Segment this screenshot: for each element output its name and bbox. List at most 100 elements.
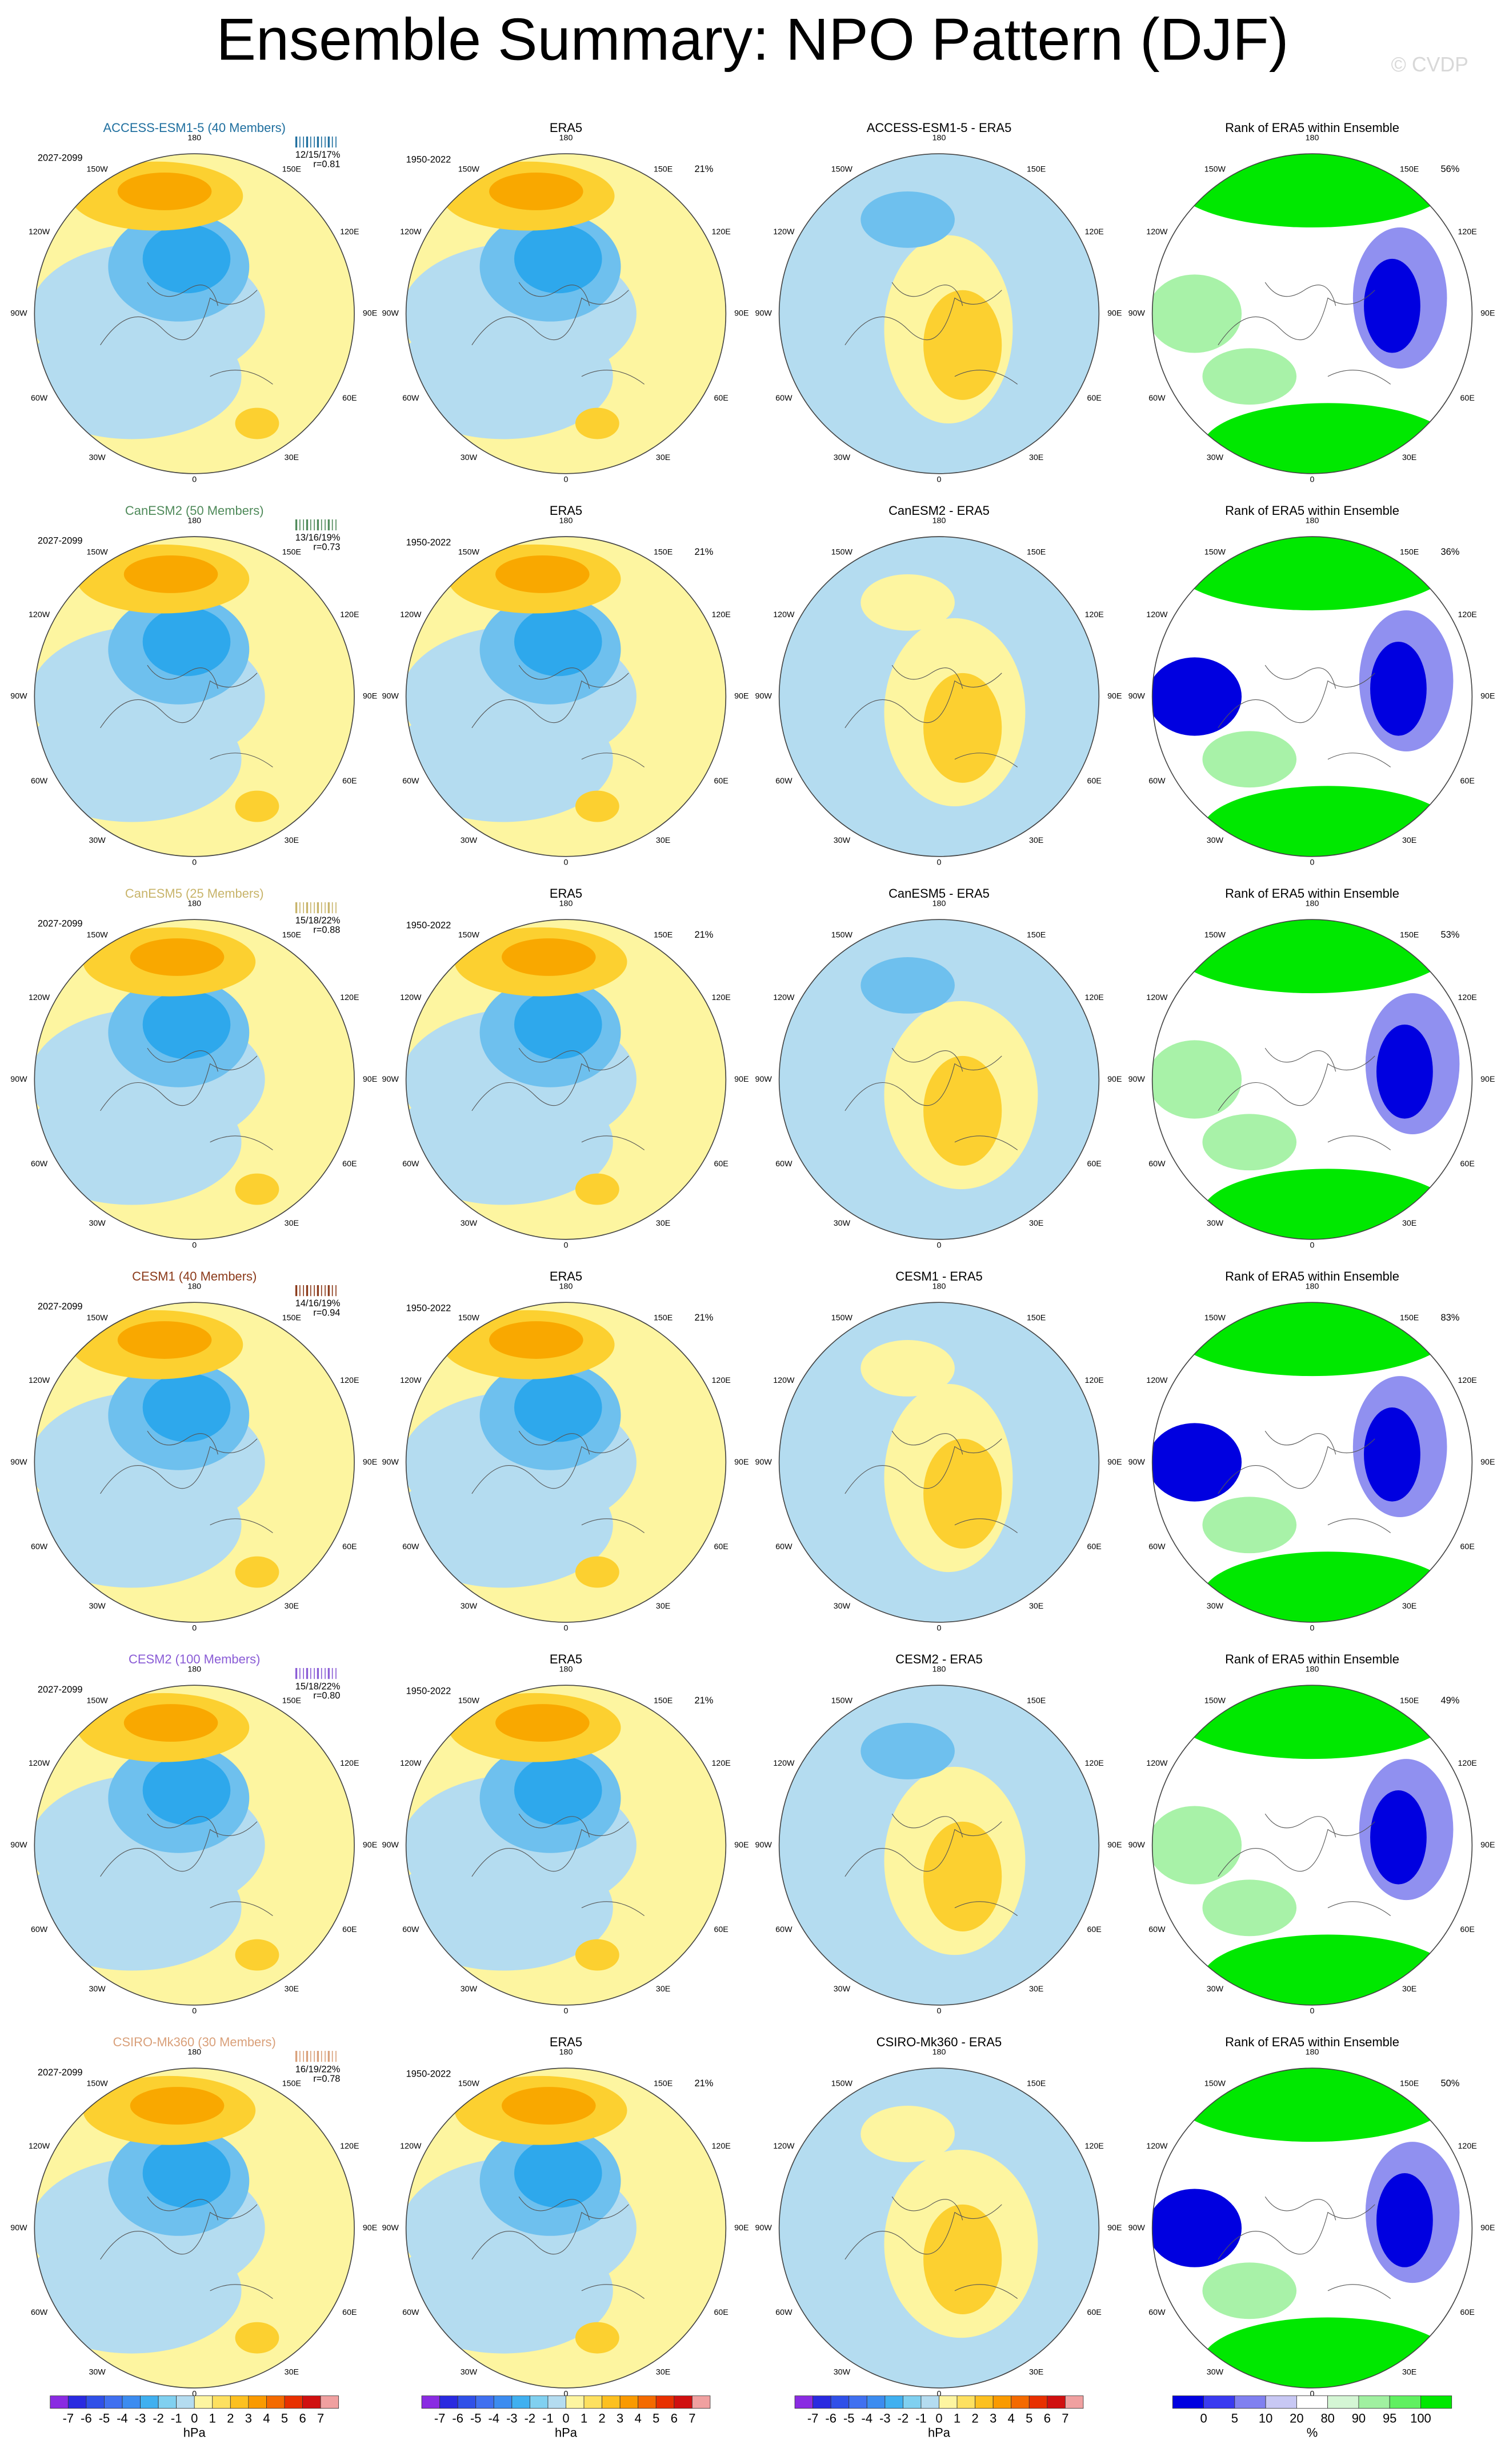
lon-label: 120W (400, 993, 422, 1002)
colorbar-label: -3 (879, 2411, 891, 2426)
lon-label: 180 (1306, 899, 1319, 908)
lon-label: 120W (773, 1376, 795, 1385)
field-blob (1152, 1423, 1242, 1502)
colorbar-box (1389, 2395, 1421, 2409)
panel-title: ERA5 (550, 503, 582, 518)
lon-label: 180 (932, 1282, 946, 1291)
lon-label: 120E (1458, 227, 1477, 237)
lon-label: 60E (1460, 1542, 1474, 1551)
map-border (778, 919, 1100, 1240)
field-blob (923, 673, 1002, 783)
field-blob (1202, 2317, 1454, 2388)
lon-label: 30W (1207, 1219, 1224, 1228)
colorbar-box (158, 2395, 177, 2409)
colorbar-label: 90 (1352, 2411, 1366, 2426)
lon-label: 150W (458, 2079, 480, 2088)
lon-label: 150W (831, 547, 853, 557)
lon-label: 60W (1148, 394, 1166, 403)
lon-label: 180 (187, 2048, 201, 2057)
lon-label: 60E (342, 1159, 357, 1169)
lon-label: 90W (382, 2223, 399, 2233)
colorbar-label: -4 (489, 2411, 500, 2426)
lon-label: 0 (1310, 2390, 1315, 2399)
lon-label: 120W (773, 993, 795, 1002)
colorbar-box (902, 2395, 922, 2409)
lon-label: 60E (1087, 394, 1101, 403)
colorbar-box (122, 2395, 141, 2409)
lon-label: 150W (831, 2079, 853, 2088)
lon-label: 90E (734, 2223, 749, 2233)
colorbar-box (812, 2395, 831, 2409)
lon-label: 60W (402, 1159, 419, 1169)
lon-label: 120E (340, 227, 359, 237)
field-blob (235, 2322, 279, 2354)
colorbar-label: -5 (470, 2411, 482, 2426)
lon-label: 180 (559, 1282, 573, 1291)
map-border (778, 536, 1100, 857)
field-blob (860, 191, 955, 248)
colorbar-label: 4 (1008, 2411, 1015, 2426)
colorbar-label: 5 (281, 2411, 288, 2426)
field-blob (575, 1173, 619, 1205)
lon-label: 30W (89, 1985, 106, 1994)
lon-label: 150W (458, 165, 480, 174)
colorbar-label: -1 (915, 2411, 927, 2426)
lon-label: 150E (282, 2079, 301, 2088)
field-blob (514, 607, 602, 677)
era-period: 1950-2022 (406, 1686, 451, 1697)
field-blob (502, 2087, 596, 2125)
pattern-stats: 15/18/22% (295, 915, 341, 926)
field-blob (123, 1704, 218, 1742)
coastline (471, 1047, 645, 1150)
lon-label: 30W (834, 1219, 851, 1228)
lon-label: 30E (285, 836, 299, 845)
colorbar-unit: hPa (928, 2425, 951, 2439)
lon-label: 180 (1306, 2048, 1319, 2057)
field-blob (1202, 1551, 1454, 1622)
map-border (1151, 919, 1473, 1240)
lon-label: 0 (937, 1241, 942, 1250)
colorbar-box (884, 2395, 903, 2409)
lon-label: 180 (932, 2048, 946, 2057)
colorbar-unit: hPa (183, 2425, 206, 2439)
pattern-stats: 13/16/19% (295, 533, 341, 543)
lon-label: 150E (1400, 2079, 1419, 2088)
lon-label: 60E (1460, 2308, 1474, 2317)
map-field (34, 919, 355, 1239)
colorbar-label: 80 (1320, 2411, 1334, 2426)
colorbar-box (602, 2395, 621, 2409)
lon-label: 120W (1146, 1759, 1168, 1768)
era-period: 1950-2022 (406, 1303, 451, 1313)
field-blob (1152, 1040, 1242, 1119)
lon-label: 0 (1310, 1241, 1315, 1250)
lon-label: 90E (1107, 309, 1122, 318)
colorbar-label: -5 (99, 2411, 110, 2426)
coastline (1218, 1430, 1391, 1533)
pattern-stats: 14/16/19% (295, 1298, 341, 1309)
field-blob (1202, 1169, 1454, 1239)
colorbar-label: 4 (263, 2411, 270, 2426)
pattern-stats: 15/18/22% (295, 1681, 341, 1691)
lon-label: 150E (282, 1313, 301, 1322)
map-border (34, 2067, 355, 2389)
panel-title: Rank of ERA5 within Ensemble (1225, 121, 1399, 135)
lon-label: 180 (932, 516, 946, 525)
lon-label: 30W (1207, 1602, 1224, 1611)
colorbar-label: 0 (935, 2411, 942, 2426)
lon-label: 30W (89, 836, 106, 845)
lon-label: 60E (714, 1159, 728, 1169)
lon-label: 90W (10, 692, 27, 701)
colorbar-box (956, 2395, 976, 2409)
era-pct: 21% (694, 930, 713, 940)
colorbar-box (457, 2395, 477, 2409)
panel-title: Rank of ERA5 within Ensemble (1225, 1269, 1399, 1283)
coastline (100, 282, 273, 385)
colorbar-box (302, 2395, 321, 2409)
colorbar-label: 1 (581, 2411, 587, 2426)
pattern-r: r=0.88 (313, 925, 340, 935)
panel-title: CanESM2 - ERA5 (888, 503, 990, 518)
colorbar-label: 1 (954, 2411, 960, 2426)
colorbar-label: 2 (598, 2411, 605, 2426)
colorbar-label: -7 (63, 2411, 74, 2426)
map-field (406, 2068, 726, 2388)
